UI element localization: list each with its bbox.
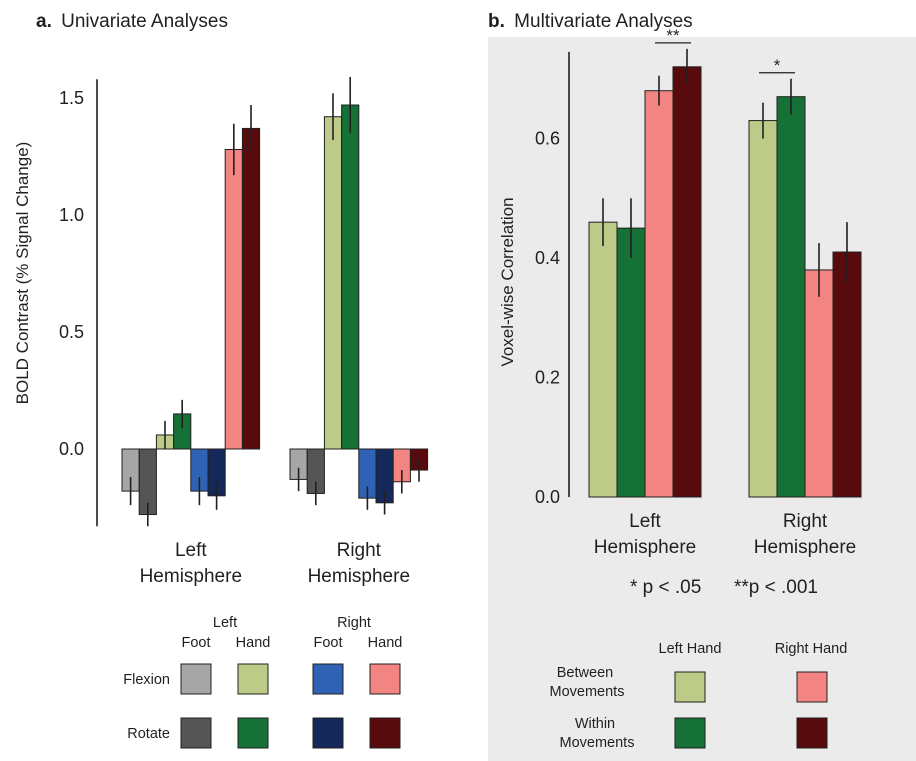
panel-b-legend: Left Hand Right Hand Between Movements W… bbox=[550, 641, 848, 751]
legend-b-swatch bbox=[674, 671, 706, 703]
panel-a-title-text: Univariate Analyses bbox=[61, 11, 228, 32]
legend-b-row-within: Within Movements bbox=[560, 716, 635, 751]
legend-b-swatch bbox=[796, 717, 828, 749]
panel-a-letter: a. bbox=[36, 11, 52, 32]
legend-a-swatch bbox=[237, 663, 269, 695]
panel-b-bar bbox=[832, 251, 862, 498]
panel-a-ytick-label: 0.0 bbox=[59, 439, 84, 459]
panel-b-category-label: Right bbox=[783, 511, 828, 532]
legend-b-swatch bbox=[796, 671, 828, 703]
panel-a-legend-swatches bbox=[180, 663, 401, 749]
panel-a-category-label: Left bbox=[175, 540, 207, 561]
legend-b-row-between: Between Movements bbox=[550, 665, 625, 700]
panel-b-significance-label: * bbox=[774, 56, 781, 75]
legend-b-right-hand-heading: Right Hand bbox=[775, 641, 848, 657]
panel-a-category-label: Right bbox=[337, 540, 382, 561]
panel-b-category-label: Hemisphere bbox=[594, 537, 696, 558]
panel-b-significance-label: ** bbox=[666, 26, 680, 45]
panel-b-ytick-label: 0.0 bbox=[535, 487, 560, 507]
panel-a-ytick-label: 0.5 bbox=[59, 322, 84, 342]
panel-b-legend-swatches bbox=[674, 671, 828, 749]
panel-a-title: a. Univariate Analyses bbox=[36, 11, 228, 32]
panel-b-title-text: Multivariate Analyses bbox=[514, 11, 692, 32]
legend-a-hand-left: Hand bbox=[236, 635, 271, 651]
legend-a-foot-right: Foot bbox=[313, 635, 342, 651]
footnote-single-star: * p < .05 bbox=[630, 577, 701, 598]
legend-a-right-heading: Right bbox=[337, 615, 371, 631]
panel-a-bar bbox=[341, 104, 360, 450]
legend-a-swatch bbox=[312, 717, 344, 749]
panel-a-bar bbox=[323, 116, 343, 450]
legend-a-swatch bbox=[369, 663, 401, 695]
panel-b-ytick-label: 0.2 bbox=[535, 368, 560, 388]
footnote-double-star: **p < .001 bbox=[734, 577, 818, 598]
panel-a-category-label: Hemisphere bbox=[140, 566, 242, 587]
panel-b-bar bbox=[644, 90, 674, 498]
panel-b-bar bbox=[588, 221, 618, 498]
panel-a-bar bbox=[224, 148, 243, 450]
legend-a-swatch bbox=[312, 663, 344, 695]
panel-a-category-label: Hemisphere bbox=[308, 566, 410, 587]
panel-b-category-label: Hemisphere bbox=[754, 537, 856, 558]
panel-b-ytick-label: 0.6 bbox=[535, 129, 560, 149]
panel-b-plot: 0.0 0.2 0.4 0.6 Left Hemisphere Right Hemispher… bbox=[535, 26, 862, 558]
legend-b-row-within-line2: Movements bbox=[560, 735, 635, 751]
legend-a-swatch bbox=[369, 717, 401, 749]
legend-b-swatch bbox=[674, 717, 706, 749]
legend-a-swatch bbox=[237, 717, 269, 749]
panel-b-bar bbox=[672, 66, 702, 498]
panel-b-ylabel: Voxel-wise Correlation bbox=[498, 197, 517, 366]
legend-a-hand-right: Hand bbox=[368, 635, 403, 651]
panel-a-ylabel: BOLD Contrast (% Signal Change) bbox=[13, 142, 32, 405]
panel-b-letter: b. bbox=[488, 11, 505, 32]
panel-b-bar bbox=[804, 269, 834, 498]
legend-b-left-hand-heading: Left Hand bbox=[659, 641, 722, 657]
panel-b-category-label: Left bbox=[629, 511, 661, 532]
panel-a-ytick-label: 1.5 bbox=[59, 88, 84, 108]
legend-a-swatch bbox=[180, 717, 212, 749]
panel-b-title: b. Multivariate Analyses bbox=[488, 11, 693, 32]
legend-a-swatch bbox=[180, 663, 212, 695]
legend-a-row-flexion: Flexion bbox=[123, 672, 170, 688]
panel-b-ytick-label: 0.4 bbox=[535, 248, 560, 268]
legend-a-foot-left: Foot bbox=[181, 635, 210, 651]
panel-a-bar bbox=[241, 127, 261, 450]
legend-b-row-between-line1: Between bbox=[557, 665, 613, 681]
panel-a-legend: Left Right Foot Hand Foot Hand Flexion R… bbox=[123, 615, 402, 742]
legend-b-row-within-line1: Within bbox=[575, 716, 615, 732]
legend-a-row-rotate: Rotate bbox=[127, 726, 170, 742]
panel-b-bar bbox=[616, 227, 646, 498]
panel-a-ytick-label: 1.0 bbox=[59, 205, 84, 225]
legend-b-row-between-line2: Movements bbox=[550, 684, 625, 700]
panel-b-bar bbox=[776, 96, 806, 498]
legend-a-left-heading: Left bbox=[213, 615, 237, 631]
panel-a-plot: 0.0 0.5 1.0 1.5 Left Hemisphere Right Hemispher… bbox=[59, 76, 429, 587]
panel-b-bar bbox=[748, 120, 778, 498]
